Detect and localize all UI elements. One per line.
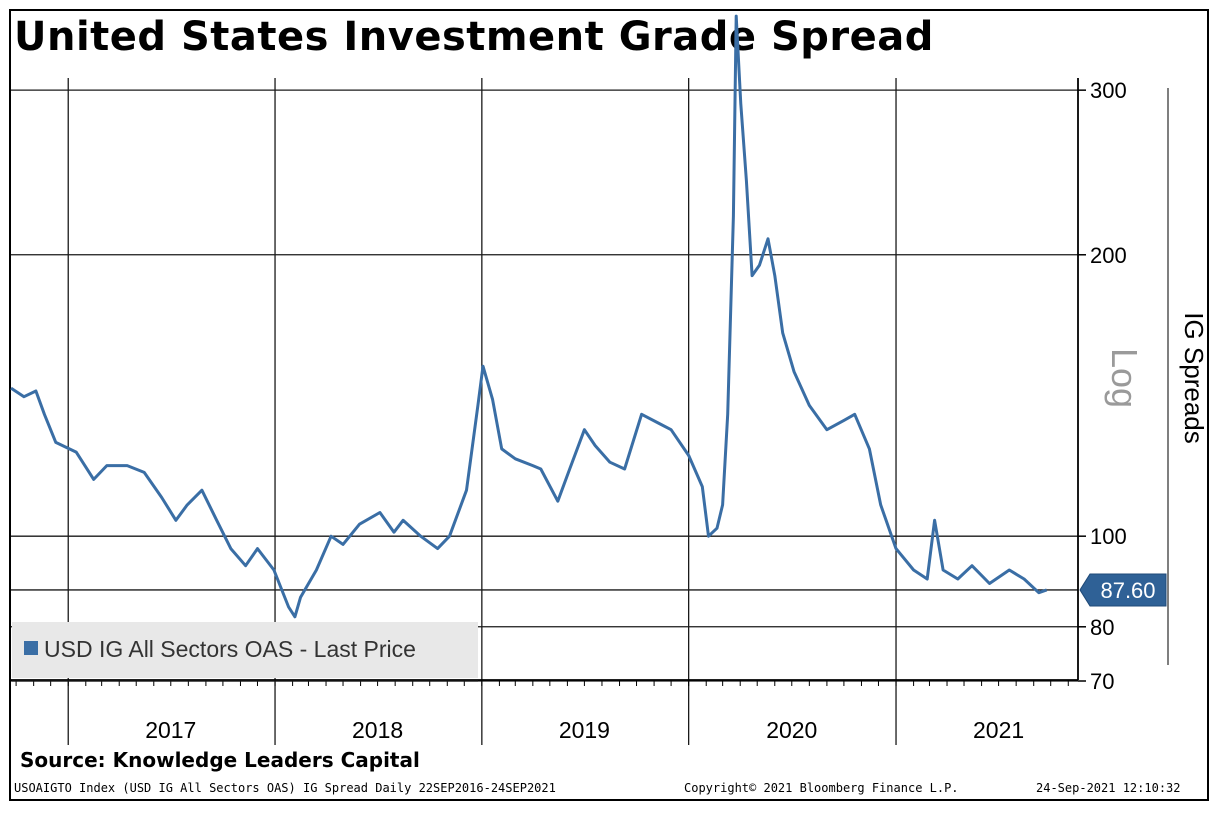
x-tick-label: 2017 [145,717,196,743]
y-tick-label: 70 [1090,669,1114,694]
footer-copyright: Copyright© 2021 Bloomberg Finance L.P. [684,781,959,795]
x-tick-label: 2019 [559,717,610,743]
x-tick-label: 2018 [352,717,403,743]
footer-timestamp: 24-Sep-2021 12:10:32 [1036,781,1181,795]
x-tick-label: 2020 [766,717,817,743]
series-line [10,14,1048,619]
legend-box [12,622,478,678]
y-axis-title: IG Spreads [1179,312,1209,444]
y-tick-label: 100 [1090,524,1127,549]
y-tick-label: 300 [1090,78,1127,103]
x-tick-label: 2021 [973,717,1024,743]
y-tick-label: 200 [1090,243,1127,268]
legend-entry: USD IG All Sectors OAS - Last Price [44,636,416,662]
last-value-label: 87.60 [1100,578,1155,603]
source-label: Source: Knowledge Leaders Capital [20,748,420,772]
footer-index-info: USOAIGTO Index (USD IG All Sectors OAS) … [14,781,556,795]
last-value-tag [1079,573,1167,607]
chart-title: United States Investment Grade Spread [14,14,934,60]
log-scale-label: Log [1104,348,1145,408]
legend-swatch [24,641,38,655]
y-tick-label: 80 [1090,615,1114,640]
